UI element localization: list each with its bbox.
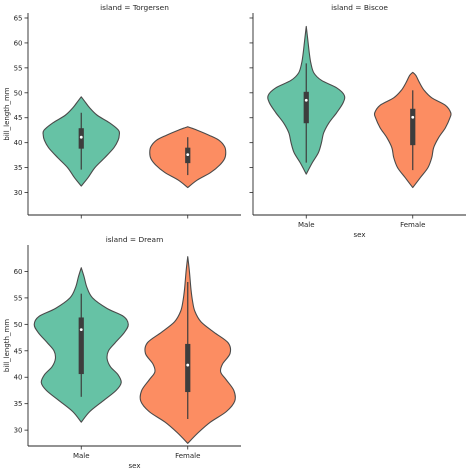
violin-median-point bbox=[304, 98, 308, 102]
y-tick-label: 35 bbox=[14, 164, 23, 172]
violin-iqr-box bbox=[78, 317, 84, 375]
facet-panel-0: 30 35 40 45 50 55 60 65 island = Torgersen bill_l… bbox=[3, 3, 241, 219]
facet-panel-1: Male Female island = Biscoe sex bbox=[249, 3, 466, 239]
violin-median-point bbox=[79, 135, 83, 139]
y-tick-label: 45 bbox=[14, 114, 23, 122]
x-tick-label: Male bbox=[298, 221, 315, 229]
y-axis-label: bill_length_mm bbox=[3, 319, 11, 372]
x-tick-label: Male bbox=[73, 452, 90, 460]
violin-iqr-box bbox=[410, 108, 416, 146]
violin-iqr-box bbox=[185, 343, 191, 393]
y-tick-label: 65 bbox=[14, 14, 23, 22]
y-tick-label: 55 bbox=[14, 64, 23, 72]
y-tick-label: 50 bbox=[14, 89, 23, 97]
facet-title: island = Biscoe bbox=[331, 3, 388, 12]
violin-median-point bbox=[79, 328, 83, 332]
y-tick-label: 50 bbox=[14, 321, 23, 329]
facet-title: island = Dream bbox=[106, 235, 164, 244]
y-tick-label: 45 bbox=[14, 347, 23, 355]
x-tick-label: Female bbox=[400, 221, 425, 229]
y-tick-label: 60 bbox=[14, 39, 23, 47]
y-tick-label: 40 bbox=[14, 374, 23, 382]
violin-median-point bbox=[411, 115, 415, 119]
y-tick-label: 40 bbox=[14, 139, 23, 147]
facet-title: island = Torgersen bbox=[100, 3, 169, 12]
violin-iqr-box bbox=[303, 91, 309, 124]
y-tick-label: 30 bbox=[14, 189, 23, 197]
violin-median-point bbox=[186, 363, 190, 367]
facet-panel-2: 30 35 40 45 50 55 60 Male Female island = Dream bi… bbox=[3, 235, 241, 470]
y-tick-label: 35 bbox=[14, 400, 23, 408]
x-tick-label: Female bbox=[175, 452, 200, 460]
y-tick-label: 55 bbox=[14, 294, 23, 302]
y-tick-label: 30 bbox=[14, 427, 23, 435]
violin-median-point bbox=[186, 153, 190, 157]
y-axis-label: bill_length_mm bbox=[3, 87, 11, 140]
y-tick-label: 60 bbox=[14, 268, 23, 276]
x-axis-label: sex bbox=[354, 231, 366, 239]
x-axis-label: sex bbox=[129, 462, 141, 470]
